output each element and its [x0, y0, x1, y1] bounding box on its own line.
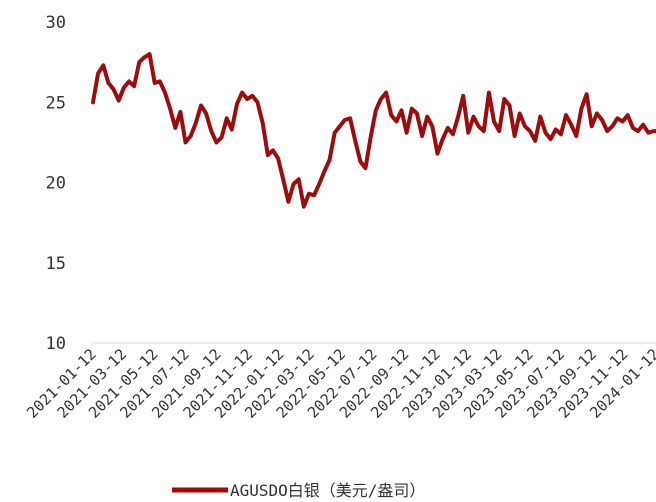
x-axis-tick-labels: 2021-01-122021-03-122021-05-122021-07-12…	[23, 345, 656, 422]
y-tick-label: 20	[46, 174, 66, 194]
legend: AGUSDO白银（美元/盎司）	[172, 481, 425, 500]
y-tick-label: 30	[46, 13, 66, 33]
y-tick-label: 15	[46, 254, 66, 274]
y-tick-label: 10	[46, 334, 66, 354]
y-tick-label: 25	[46, 93, 66, 113]
series-line-agusdo	[91, 52, 656, 209]
y-axis-tick-labels: 30 25 20 15 10	[46, 13, 66, 354]
legend-label: AGUSDO白银（美元/盎司）	[230, 481, 425, 500]
